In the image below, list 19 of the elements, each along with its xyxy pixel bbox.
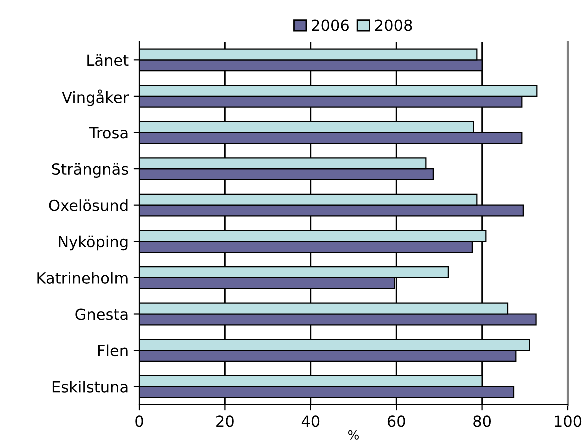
y-tick-label: Nyköping (59, 236, 128, 251)
y-tick-label: Eskilstuna (52, 381, 128, 393)
y-tick-label: Trosa (89, 127, 128, 139)
x-tick-label: 60 (388, 416, 406, 428)
x-tick-label: 40 (302, 416, 320, 428)
y-tick-label: Gnesta (76, 308, 128, 320)
y-tick-label: Flen (98, 344, 128, 357)
legend-label: 2008 (375, 20, 412, 32)
y-tick-label: Länet (88, 54, 129, 66)
y-tick-label: Strängnäs (52, 163, 128, 178)
y-tick-label: Vingåker (62, 90, 130, 106)
y-tick-label: Oxelösund (49, 200, 128, 212)
x-tick-label: 100 (555, 416, 582, 428)
x-tick-label: 20 (216, 416, 234, 428)
y-tick-label: Katrineholm (38, 272, 128, 284)
x-axis-title: % (348, 430, 359, 440)
x-tick-label: 0 (136, 416, 144, 428)
x-tick-label: 80 (474, 416, 492, 428)
legend-label: 2006 (312, 20, 349, 32)
